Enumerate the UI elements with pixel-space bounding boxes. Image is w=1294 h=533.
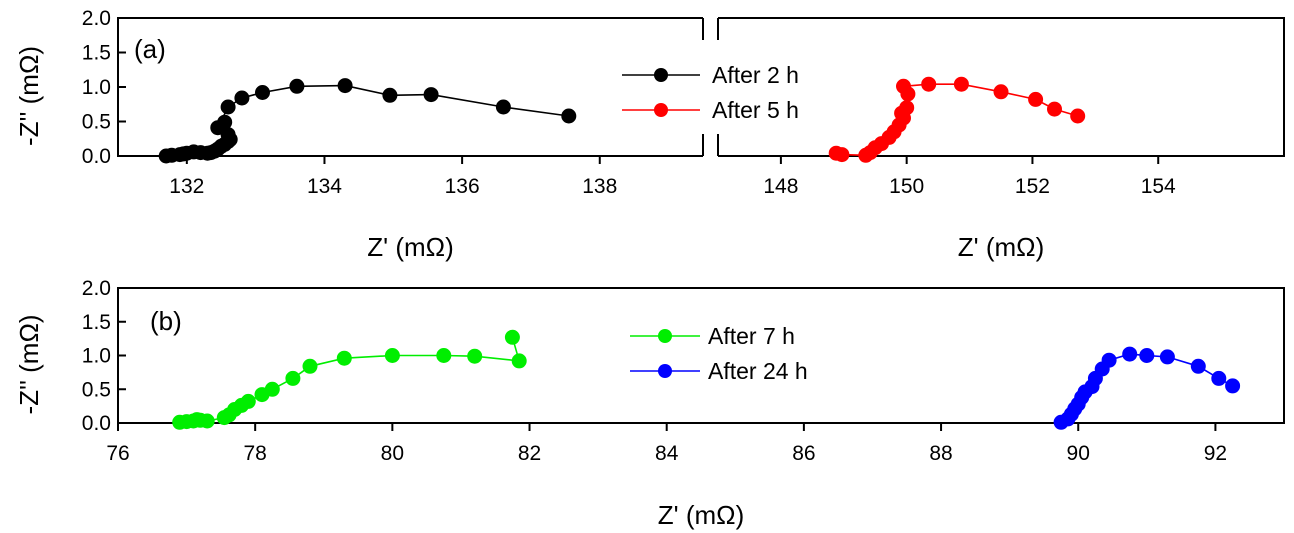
x-tick-label: 136 [445,175,480,198]
x-tick-label: 138 [582,175,617,198]
data-point [467,348,483,364]
data-point [255,85,270,100]
data-point [1159,349,1175,365]
x-axis-label: Z' (mΩ) [367,232,453,262]
y-axis-label: -Z'' (mΩ) [14,314,44,414]
legend-marker [654,68,668,82]
data-point [234,90,250,106]
x-tick-label: 154 [1141,175,1176,198]
data-point [921,76,937,92]
x-tick-label: 148 [763,175,798,198]
legend-label: After 7 h [708,323,795,349]
x-tick-label: 76 [106,442,129,465]
legend-label: After 5 h [712,97,799,123]
x-tick-label: 86 [792,442,815,465]
data-point [1211,370,1227,386]
x-tick-label: 84 [655,442,679,465]
legend-label: After 24 h [708,358,808,384]
x-tick-label: 90 [1067,442,1090,465]
legend-marker [658,329,672,343]
data-point [382,87,398,103]
x-tick-label: 88 [929,442,952,465]
y-tick-label: 2.0 [82,277,111,300]
data-point [336,350,352,366]
panel-label: (a) [134,34,166,64]
data-point [240,393,256,409]
data-point [199,413,215,429]
data-point [285,370,301,386]
data-point [1122,346,1138,362]
x-tick-label: 134 [307,175,342,198]
panel-label: (b) [150,306,182,336]
data-point [953,76,969,92]
plot-frame-right-segment [718,17,1285,157]
x-tick-label: 132 [169,175,204,198]
data-point [384,348,400,363]
x-tick-label: 150 [889,175,924,198]
data-point [899,100,915,116]
data-point [495,99,511,115]
y-tick-label: 1.5 [82,42,111,65]
y-tick-label: 0.5 [82,111,111,134]
x-tick-label: 80 [381,442,404,465]
y-tick-label: 2.0 [82,7,111,30]
x-axis-label: Z' (mΩ) [658,500,744,530]
data-point [436,348,452,363]
data-point [511,353,527,369]
y-tick-label: 1.0 [82,345,111,368]
data-point [1070,108,1086,124]
legend-marker [654,103,668,117]
data-point [1139,348,1155,363]
y-tick-label: 1.0 [82,76,111,99]
x-axis-label: Z' (mΩ) [958,232,1044,262]
data-point [1225,378,1241,394]
data-point [1028,91,1044,107]
data-point [423,87,439,103]
x-tick-label: 82 [518,442,541,465]
data-point [504,329,520,345]
data-point [1101,352,1117,368]
plot-frame-left-segment [117,17,703,157]
y-tick-label: 0.5 [82,378,111,401]
y-tick-label: 1.5 [82,311,111,334]
x-tick-label: 78 [243,442,266,465]
data-point [896,78,911,94]
data-point [834,147,850,163]
data-point [302,358,318,374]
data-point [561,108,577,124]
legend-label: After 2 h [712,62,799,88]
x-tick-label: 152 [1015,175,1050,198]
data-point [337,78,353,94]
data-point [1190,358,1206,374]
x-tick-label: 92 [1204,442,1227,465]
y-axis-label: -Z'' (mΩ) [14,46,44,146]
data-point [264,381,280,397]
data-point [1047,101,1062,117]
y-tick-label: 0.0 [82,412,111,435]
data-point [210,120,226,136]
data-point [220,99,236,115]
legend-marker [658,364,672,378]
data-point [993,84,1009,100]
data-point [289,78,305,94]
y-tick-label: 0.0 [82,145,111,168]
